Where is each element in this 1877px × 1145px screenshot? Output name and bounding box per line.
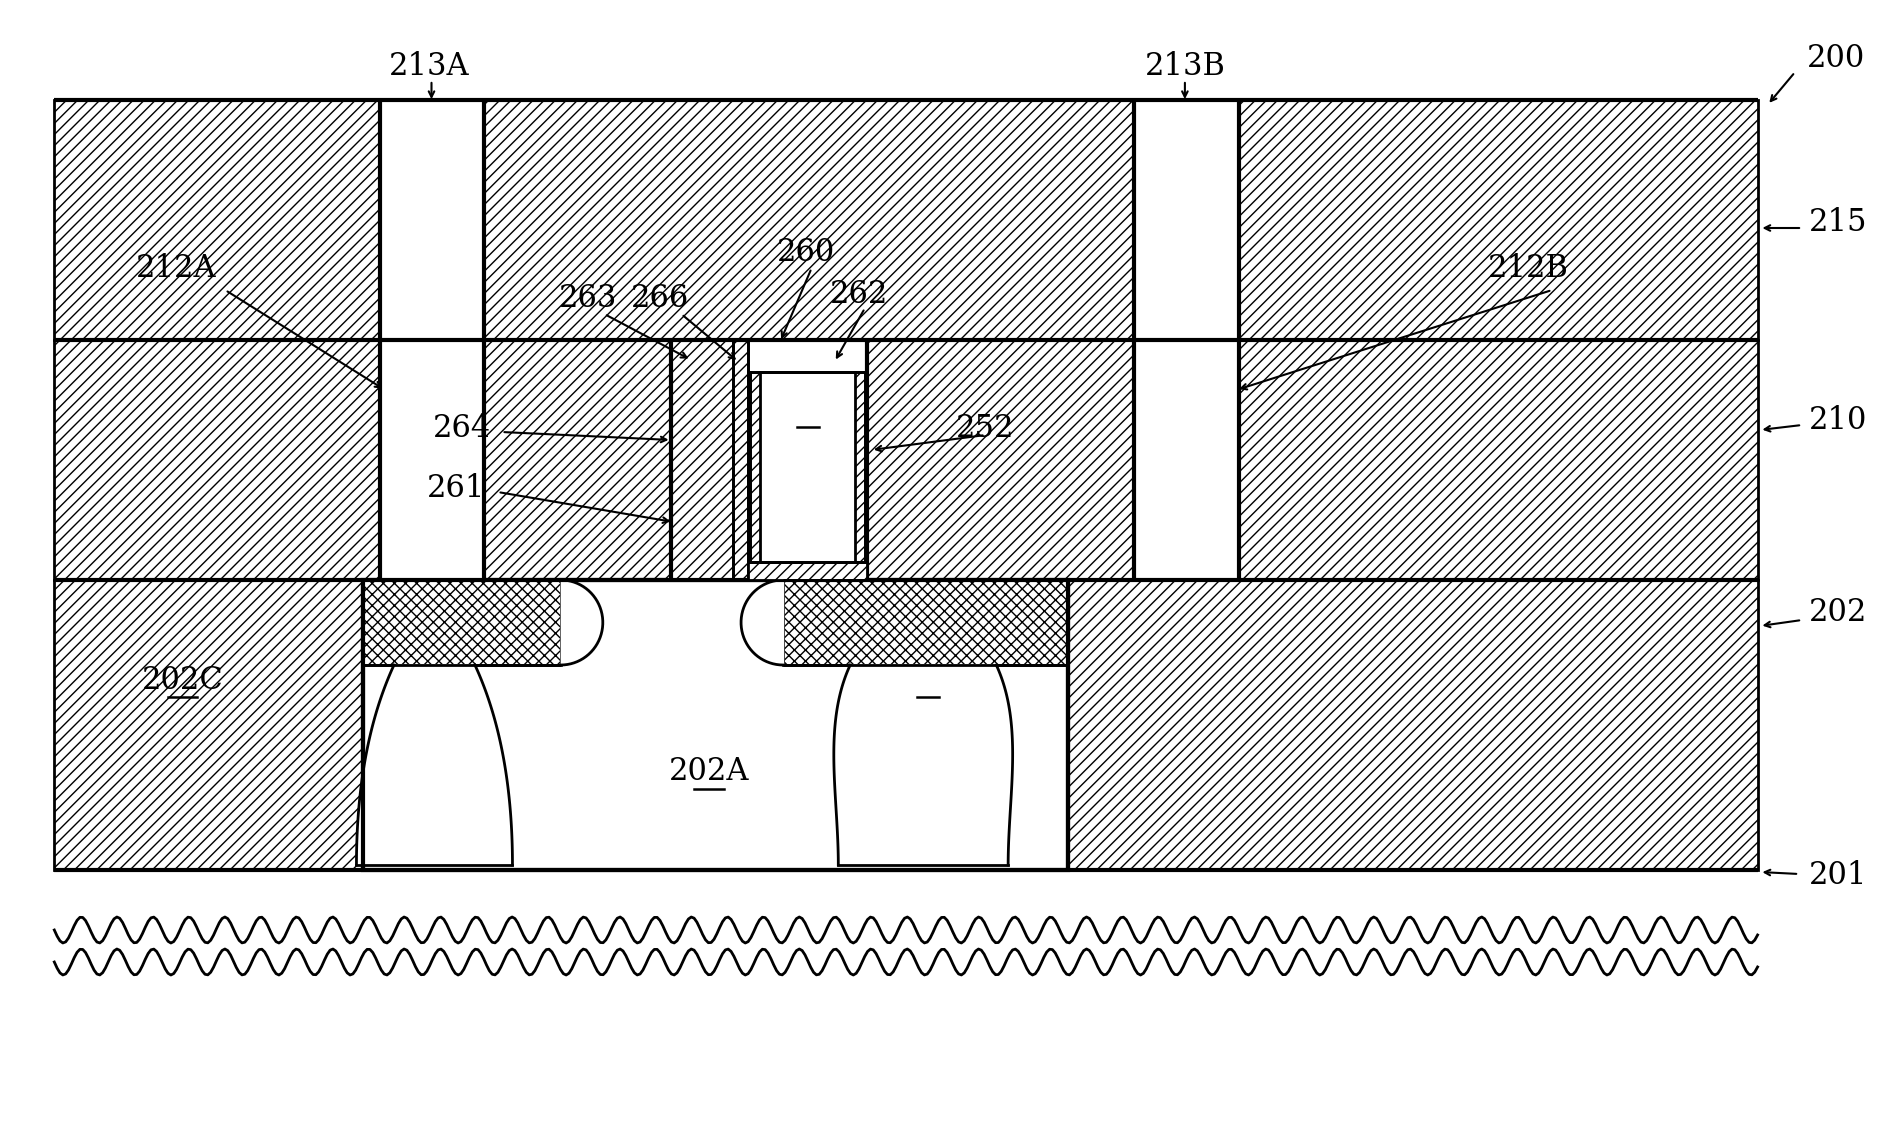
Text: 202A: 202A xyxy=(668,757,749,788)
Text: 201: 201 xyxy=(1809,861,1868,892)
Text: 251: 251 xyxy=(899,664,957,695)
Text: 210: 210 xyxy=(1809,404,1868,435)
Text: 213B: 213B xyxy=(1145,50,1226,81)
Bar xyxy=(783,581,1068,665)
Bar xyxy=(1134,340,1239,581)
Text: 266: 266 xyxy=(631,283,689,314)
Bar xyxy=(749,340,867,581)
Bar xyxy=(54,100,1757,340)
Bar xyxy=(381,340,484,581)
Polygon shape xyxy=(833,665,1012,864)
Bar xyxy=(364,581,561,665)
Bar xyxy=(732,340,749,581)
Bar xyxy=(760,372,856,562)
Text: 260: 260 xyxy=(777,237,835,268)
Text: 261: 261 xyxy=(426,473,486,504)
Polygon shape xyxy=(357,665,512,864)
Text: 202: 202 xyxy=(1809,597,1868,627)
Text: 263: 263 xyxy=(559,283,618,314)
Text: 200: 200 xyxy=(1808,42,1866,73)
Text: 264: 264 xyxy=(434,412,492,443)
Bar xyxy=(54,581,1757,870)
Text: 212B: 212B xyxy=(1488,253,1569,284)
Bar xyxy=(54,340,1757,581)
Bar xyxy=(381,100,484,340)
Bar xyxy=(749,562,867,581)
Text: 265: 265 xyxy=(779,395,837,426)
Bar xyxy=(1134,100,1239,340)
Text: 202C: 202C xyxy=(143,664,223,695)
Text: 262: 262 xyxy=(830,278,888,309)
Text: 212A: 212A xyxy=(135,253,216,284)
Bar xyxy=(364,581,1068,870)
Text: 215: 215 xyxy=(1809,206,1868,237)
Text: 213A: 213A xyxy=(389,50,469,81)
Bar xyxy=(672,340,732,581)
Bar xyxy=(751,372,865,562)
Text: 252: 252 xyxy=(955,412,1015,443)
Bar xyxy=(672,340,867,581)
